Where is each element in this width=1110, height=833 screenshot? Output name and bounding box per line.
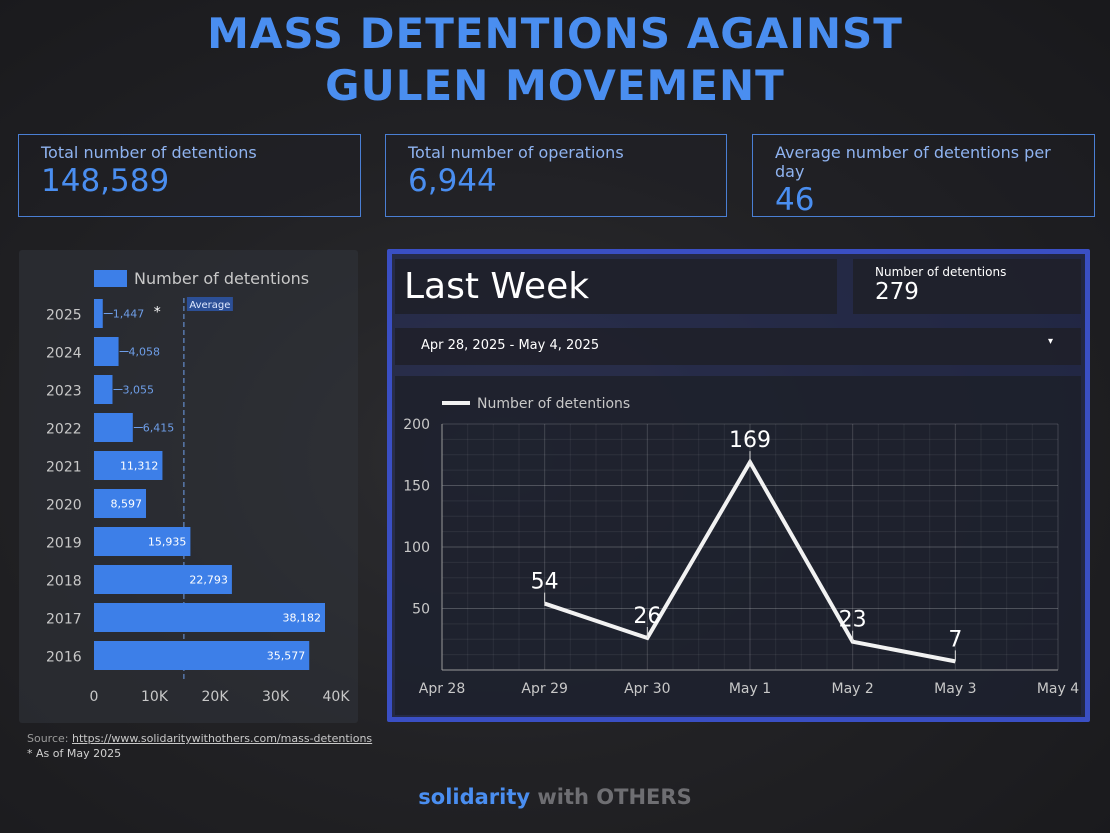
y-tick-label: 150 bbox=[403, 479, 430, 495]
data-label: 26 bbox=[633, 604, 661, 629]
y-tick-label: 2017 bbox=[46, 612, 82, 628]
source-line: Source: https://www.solidaritywithothers… bbox=[27, 732, 372, 745]
bar-value-label: 15,935 bbox=[148, 536, 187, 549]
source-prefix: Source: bbox=[27, 732, 72, 745]
bar bbox=[94, 527, 191, 556]
y-tick-label: 200 bbox=[403, 417, 430, 433]
bar bbox=[94, 413, 133, 442]
bar-value-label: 8,597 bbox=[111, 498, 143, 511]
title-line-2: GULEN MOVEMENT bbox=[325, 61, 785, 110]
bar bbox=[94, 641, 310, 670]
source-link[interactable]: https://www.solidaritywithothers.com/mas… bbox=[71, 732, 373, 745]
y-tick-label: 2018 bbox=[46, 574, 82, 590]
x-tick-label: 40K bbox=[323, 689, 351, 705]
bar-value-label: 4,058 bbox=[129, 346, 161, 359]
legend-label: Number of detentions bbox=[134, 269, 309, 288]
last-week-title: Last Week bbox=[395, 259, 837, 314]
y-tick-label: 2024 bbox=[46, 346, 82, 362]
y-tick-label: 50 bbox=[412, 602, 430, 618]
bar bbox=[94, 375, 113, 404]
kpi-average-per-day: Average number of detentions per day 46 bbox=[752, 134, 1095, 218]
kpi-total-operations: Total number of operations 6,944 bbox=[385, 134, 727, 217]
count-value: 279 bbox=[875, 279, 919, 305]
date-range-text: Apr 28, 2025 - May 4, 2025 bbox=[421, 338, 600, 353]
data-label: 169 bbox=[729, 428, 771, 453]
y-tick-label: 2023 bbox=[46, 384, 82, 400]
kpi-value: 6,944 bbox=[408, 163, 497, 199]
x-tick-label: May 1 bbox=[729, 681, 771, 697]
kpi-value: 46 bbox=[775, 182, 815, 218]
x-tick-label: Apr 29 bbox=[521, 681, 567, 697]
bar-annotation: * bbox=[154, 305, 161, 321]
count-label: Number of detentions bbox=[875, 265, 1007, 279]
y-tick-label: 2022 bbox=[46, 422, 82, 438]
bar-chart-svg: Number of detentions Average 2025 1,447 * 202… bbox=[46, 269, 351, 705]
kpi-label: Total number of operations bbox=[408, 143, 624, 162]
bar-value-label: 1,447 bbox=[113, 308, 145, 321]
x-tick-label: Apr 28 bbox=[419, 681, 465, 697]
kpi-label: Total number of detentions bbox=[41, 143, 257, 162]
bar bbox=[94, 337, 119, 366]
caret-down-icon[interactable]: ▾ bbox=[1047, 336, 1053, 347]
bar-value-label: 11,312 bbox=[120, 460, 159, 473]
y-tick-label: 2025 bbox=[46, 308, 82, 324]
y-tick-label: 100 bbox=[403, 540, 430, 556]
bar-value-label: 38,182 bbox=[283, 612, 322, 625]
brand-part-2: with OTHERS bbox=[530, 785, 692, 809]
daily-detentions-chart: Number of detentions 50 100 150 200 Apr 28 Apr… bbox=[395, 376, 1081, 715]
x-tick-label: 30K bbox=[262, 689, 290, 705]
line-chart-svg: Number of detentions 50 100 150 200 Apr 28 Apr… bbox=[403, 396, 1079, 697]
series-line bbox=[544, 458, 956, 664]
bar bbox=[94, 603, 326, 632]
average-label: Average bbox=[189, 300, 230, 311]
yearly-detentions-chart: Number of detentions Average 2025 1,447 * 202… bbox=[19, 250, 358, 723]
average-tag bbox=[186, 297, 233, 311]
data-label: 54 bbox=[531, 570, 559, 595]
bar bbox=[94, 565, 232, 594]
x-tick-label: 10K bbox=[141, 689, 169, 705]
y-tick-label: 2021 bbox=[46, 460, 82, 476]
data-label: 7 bbox=[948, 627, 962, 652]
x-tick-label: May 3 bbox=[934, 681, 976, 697]
legend-label: Number of detentions bbox=[477, 396, 630, 412]
bar bbox=[94, 489, 147, 518]
date-range-selector[interactable]: Apr 28, 2025 - May 4, 2025 ▾ bbox=[395, 328, 1081, 365]
page-title: MASS DETENTIONS AGAINST GULEN MOVEMENT bbox=[0, 8, 1110, 112]
brand-logo: solidarity with OTHERS bbox=[0, 785, 1110, 809]
x-tick-label: Apr 30 bbox=[624, 681, 670, 697]
data-label: 23 bbox=[839, 608, 867, 633]
bar-value-label: 35,577 bbox=[267, 650, 306, 663]
bar bbox=[94, 299, 103, 328]
x-tick-label: May 4 bbox=[1037, 681, 1079, 697]
kpi-total-detentions: Total number of detentions 148,589 bbox=[18, 134, 361, 217]
x-tick-label: 0 bbox=[90, 689, 99, 705]
y-tick-label: 2019 bbox=[46, 536, 82, 552]
brand-part-1: solidarity bbox=[418, 785, 531, 809]
footnote: * As of May 2025 bbox=[27, 747, 122, 760]
title-line-1: MASS DETENTIONS AGAINST bbox=[207, 9, 903, 58]
bar bbox=[94, 451, 163, 480]
kpi-label: Average number of detentions per day bbox=[775, 143, 1051, 181]
kpi-value: 148,589 bbox=[41, 163, 170, 199]
last-week-count-card: Number of detentions 279 bbox=[853, 259, 1081, 314]
x-tick-label: 20K bbox=[202, 689, 230, 705]
bar-value-label: 3,055 bbox=[122, 384, 154, 397]
y-tick-label: 2016 bbox=[46, 650, 82, 666]
y-tick-label: 2020 bbox=[46, 498, 82, 514]
bar-value-label: 22,793 bbox=[189, 574, 228, 587]
bar-value-label: 6,415 bbox=[143, 422, 175, 435]
x-tick-label: May 2 bbox=[832, 681, 874, 697]
legend-swatch bbox=[94, 270, 127, 287]
